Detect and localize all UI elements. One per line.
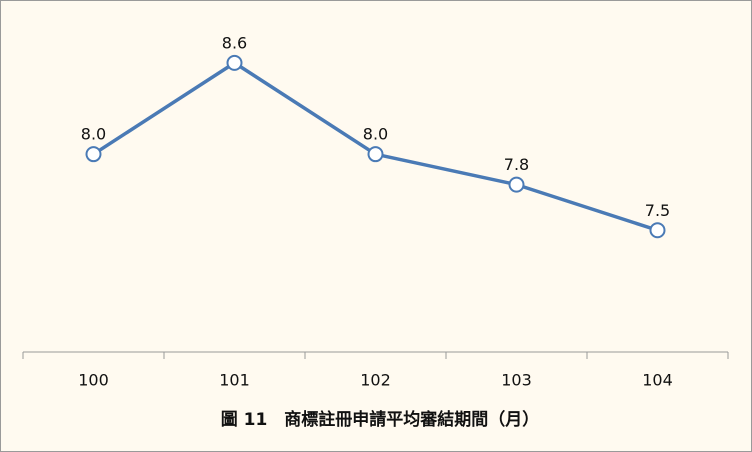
marker (649, 222, 666, 239)
marker (367, 146, 384, 163)
x-tick-label: 103 (501, 371, 532, 390)
x-tick-label: 101 (219, 371, 250, 390)
data-label: 8.0 (81, 125, 106, 144)
x-tick-label: 102 (360, 371, 391, 390)
chart-title: 圖 11 商標註冊申請平均審結期間（月） (221, 409, 540, 430)
x-tick-label: 104 (642, 371, 673, 390)
x-tick-label: 100 (78, 371, 109, 390)
data-label: 7.8 (504, 155, 529, 174)
marker (226, 54, 243, 71)
marker (508, 176, 525, 193)
data-label: 8.0 (363, 125, 388, 144)
data-label: 8.6 (222, 33, 247, 52)
data-label: 7.5 (645, 201, 670, 220)
marker (85, 146, 102, 163)
